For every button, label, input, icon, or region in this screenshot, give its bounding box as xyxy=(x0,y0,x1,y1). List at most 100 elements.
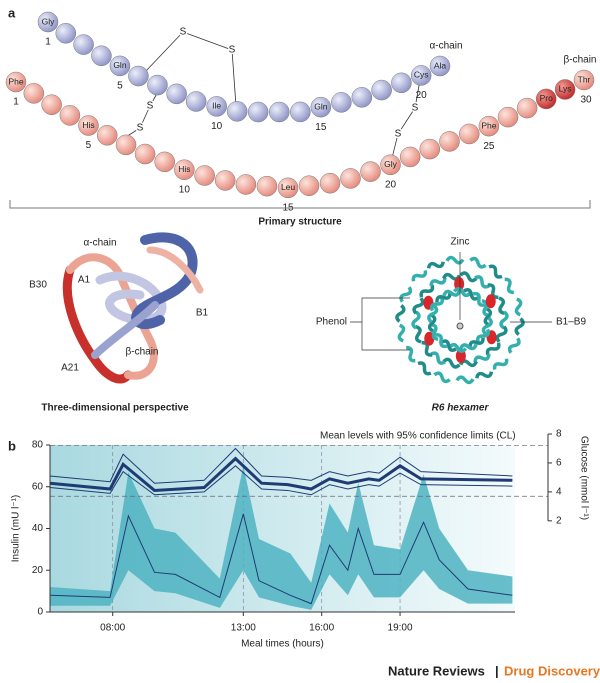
structure-label: B1–B9 xyxy=(556,317,586,328)
residue-label: His xyxy=(178,164,190,174)
residue-number: 15 xyxy=(315,122,327,133)
y-tick-label: 0 xyxy=(37,607,43,618)
residue-bead xyxy=(497,106,519,128)
residue-bead xyxy=(109,55,131,77)
annotation: Mean levels with 95% confidence limits (… xyxy=(320,431,516,442)
helix xyxy=(468,337,485,348)
helix xyxy=(427,304,439,323)
structure-label: A21 xyxy=(61,363,79,374)
helix xyxy=(440,339,458,352)
hexamer-model xyxy=(350,252,552,385)
helix xyxy=(492,358,509,370)
residue-bead xyxy=(166,83,187,105)
disulfide-bond xyxy=(182,31,233,51)
x-tick-label: 13:00 xyxy=(231,623,256,634)
residue-number: 1 xyxy=(45,37,51,48)
x-tick-label: 19:00 xyxy=(388,623,413,634)
y2-axis-label: Glucose (mmol l⁻¹) xyxy=(578,436,589,520)
residue-bead xyxy=(115,134,137,156)
helix xyxy=(507,337,521,354)
residue-number: 5 xyxy=(86,140,92,151)
panel-label: b xyxy=(8,438,16,453)
helix xyxy=(419,284,435,298)
helix xyxy=(421,341,433,357)
residue-bead xyxy=(410,65,432,86)
helix xyxy=(430,322,439,341)
separator: | xyxy=(495,663,499,678)
residue-bead xyxy=(478,115,500,137)
residue-bead xyxy=(154,151,175,173)
helix xyxy=(414,324,422,344)
y-tick-label: 40 xyxy=(32,523,44,534)
confidence-limit xyxy=(49,465,513,496)
journal: Nature Reviews xyxy=(388,663,485,678)
helix xyxy=(487,283,499,299)
residue-bead xyxy=(226,101,248,122)
helix xyxy=(488,264,503,279)
residue-bead xyxy=(331,92,352,113)
disulfide-bond xyxy=(144,31,184,73)
residue-bead xyxy=(399,146,421,168)
helix xyxy=(499,310,509,330)
disulfide-bond xyxy=(397,107,416,135)
residue-number: 1 xyxy=(13,97,19,108)
residue-bead xyxy=(391,72,412,94)
residue-number: 25 xyxy=(483,141,495,152)
residue-bead xyxy=(340,168,361,189)
helix xyxy=(406,345,416,363)
residue-bead xyxy=(206,96,227,117)
disulfide-bond xyxy=(139,105,151,129)
helix xyxy=(498,296,506,316)
residue-bead xyxy=(439,131,460,152)
residue-number: 30 xyxy=(580,95,592,106)
residue-bead xyxy=(256,175,278,197)
residue-bead xyxy=(5,71,27,93)
residue-label: Lys xyxy=(559,84,572,94)
x-axis-label: Meal times (hours) xyxy=(241,639,324,650)
helix xyxy=(459,343,478,351)
sulfur-label: S xyxy=(412,103,419,114)
confidence-limit xyxy=(49,447,513,484)
residue-bead xyxy=(371,79,392,101)
residue-bead xyxy=(96,125,118,146)
residue-bead xyxy=(554,79,576,100)
residue-bead xyxy=(277,177,299,199)
helix xyxy=(514,317,525,336)
y-tick-label: 80 xyxy=(32,440,44,451)
residue-number: 20 xyxy=(416,90,428,101)
mean-line xyxy=(49,513,513,605)
structure-label: A1 xyxy=(78,275,91,286)
residue-label: Cys xyxy=(414,70,429,80)
sulfur-label: S xyxy=(137,123,144,134)
residue-bead xyxy=(214,170,236,191)
helix xyxy=(411,310,421,330)
residue-bead xyxy=(128,65,149,87)
residue-number: 10 xyxy=(179,184,191,195)
helix xyxy=(475,371,494,379)
residue-bead xyxy=(380,154,401,176)
y2-tick-label: 8 xyxy=(556,429,562,440)
panel-label: a xyxy=(8,5,16,20)
helix xyxy=(435,292,452,303)
helix xyxy=(514,297,523,317)
residue-bead xyxy=(41,94,62,115)
residue-label: Leu xyxy=(281,182,295,192)
helix xyxy=(433,371,451,384)
x-tick-label: 16:00 xyxy=(309,623,334,634)
residue-bead xyxy=(134,143,156,165)
bracket xyxy=(9,200,591,209)
helix xyxy=(459,271,478,283)
helix xyxy=(474,275,490,289)
chain-label: α-chain xyxy=(429,41,462,52)
residue-label: Thr xyxy=(578,74,591,84)
residue-bead xyxy=(91,45,112,67)
residue-bead xyxy=(147,74,168,96)
helix xyxy=(442,357,461,369)
section: Drug Discovery xyxy=(504,663,600,678)
residue-label: Phe xyxy=(481,120,496,130)
residue-label: Gly xyxy=(384,159,398,169)
residue-bead xyxy=(290,101,311,123)
helix xyxy=(417,361,432,376)
residue-label: Pro xyxy=(540,93,554,103)
